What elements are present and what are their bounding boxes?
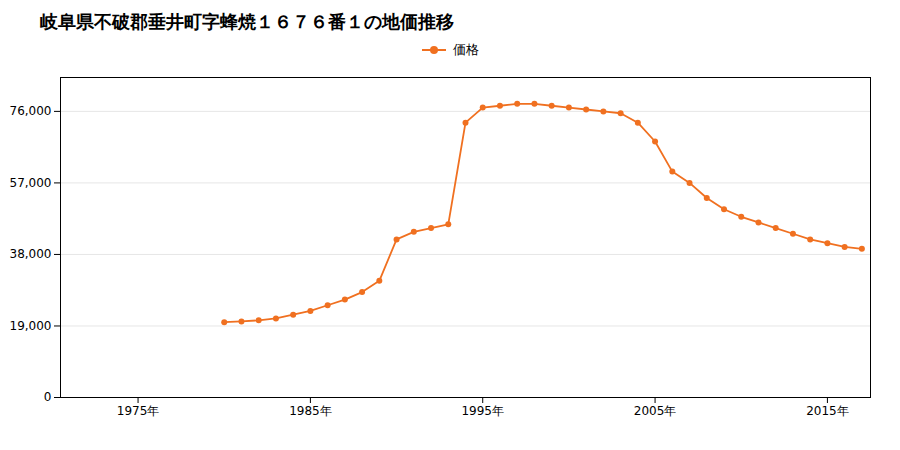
svg-text:1985年: 1985年	[289, 404, 332, 418]
svg-text:2015年: 2015年	[806, 404, 849, 418]
svg-text:76,000: 76,000	[10, 104, 52, 118]
svg-text:57,000: 57,000	[10, 176, 52, 190]
svg-text:19,000: 19,000	[10, 319, 52, 333]
html-text:価格: 価格	[453, 42, 479, 57]
svg-text:38,000: 38,000	[10, 247, 52, 261]
svg-text:2005年: 2005年	[634, 404, 677, 418]
html-text:岐阜県不破郡垂井町字蜂焼１６７６番１の地価推移: 岐阜県不破郡垂井町字蜂焼１６７６番１の地価推移	[40, 11, 454, 32]
svg-text:1975年: 1975年	[117, 404, 160, 418]
svg-text:1995年: 1995年	[461, 404, 504, 418]
svg-text:0: 0	[44, 390, 52, 404]
